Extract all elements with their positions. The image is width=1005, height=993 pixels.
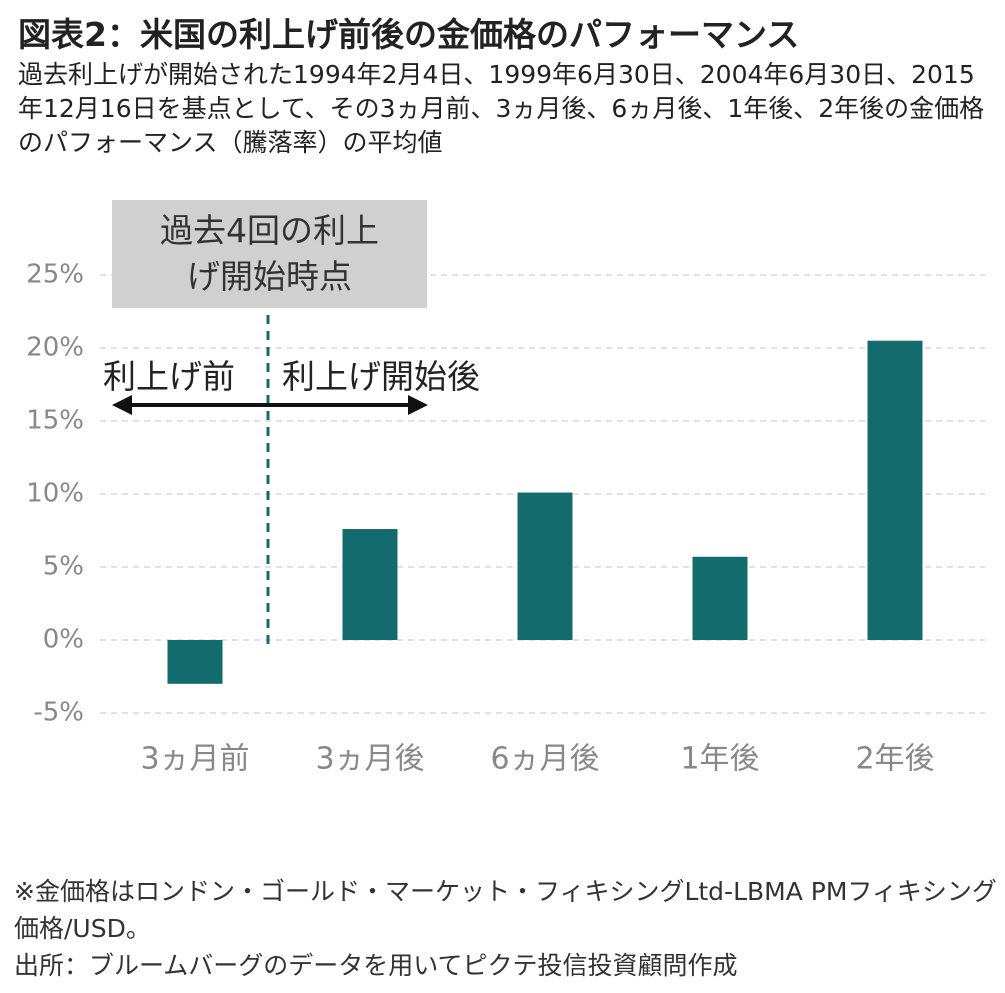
x-tick-label: 1年後 — [680, 742, 759, 777]
x-tick-label: 3ヵ月前 — [140, 742, 249, 777]
x-tick-label: 3ヵ月後 — [315, 742, 424, 777]
arrow-head — [408, 395, 428, 415]
y-tick-label: -5% — [33, 698, 84, 728]
x-tick-label: 6ヵ月後 — [490, 742, 599, 777]
before-annotation: 利上げ前 — [103, 357, 235, 396]
chart-title: 図表2：米国の利上げ前後の金価格のパフォーマンス — [18, 15, 800, 54]
y-tick-label: 10% — [26, 479, 84, 509]
bar — [342, 529, 398, 640]
bar — [692, 556, 748, 640]
arrow-head — [112, 395, 132, 415]
y-tick-label: 25% — [26, 260, 84, 290]
x-tick-label: 2年後 — [855, 742, 934, 777]
note: ※金価格はロンドン・ゴールド・マーケット・フィキシングLtd-LBMA PMフィ… — [14, 877, 997, 943]
y-tick-label: 20% — [26, 333, 84, 363]
after-annotation: 利上げ開始後 — [282, 357, 480, 396]
bar — [867, 340, 923, 640]
notes: ※金価格はロンドン・ゴールド・マーケット・フィキシングLtd-LBMA PMフィ… — [14, 873, 999, 984]
y-tick-label: 5% — [43, 552, 84, 582]
bar — [517, 492, 573, 640]
note: 出所：ブルームバーグのデータを用いてピクテ投信投資顧問作成 — [14, 951, 738, 980]
bar — [167, 640, 223, 684]
event-annotation: 過去4回の利上げ開始時点 — [112, 200, 427, 308]
y-tick-label: 0% — [43, 625, 84, 655]
y-tick-label: 15% — [26, 406, 84, 436]
chart-subtitle: 過去利上げが開始された1994年2月4日、1999年6月30日、2004年6月3… — [18, 60, 985, 157]
